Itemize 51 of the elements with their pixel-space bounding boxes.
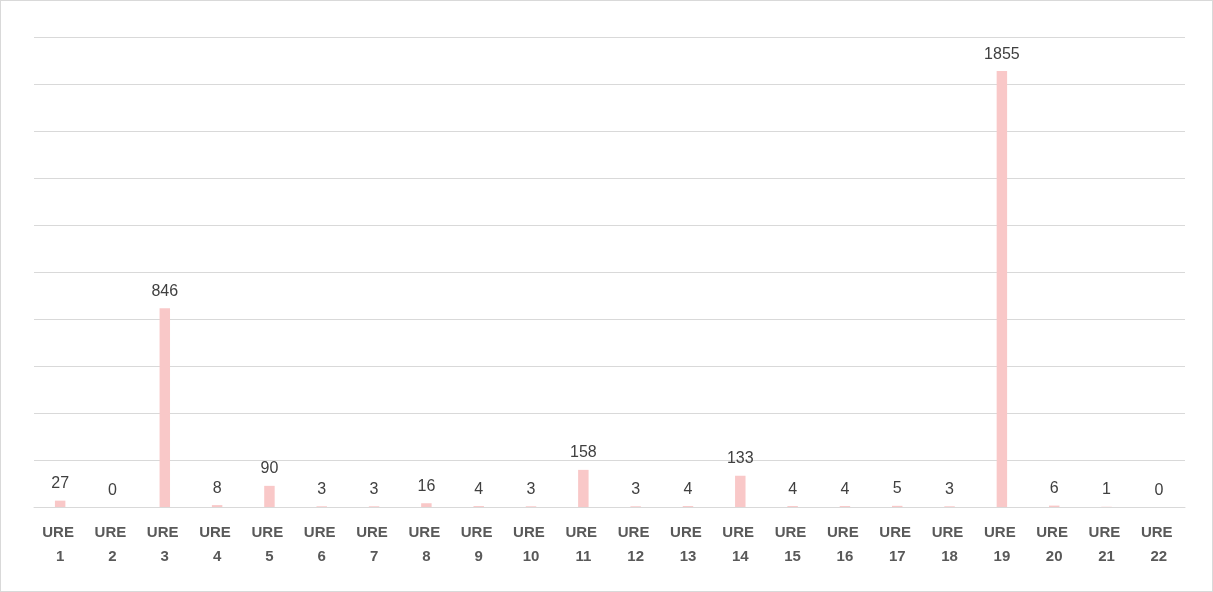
bar (996, 71, 1008, 507)
data-label: 0 (1154, 480, 1164, 498)
x-tick-label: URE 20 (1036, 522, 1073, 564)
x-tick-label: URE 2 (94, 522, 131, 564)
x-tick-label: URE 15 (774, 522, 811, 564)
x-tick-label: URE 12 (617, 522, 654, 564)
data-label: 4 (840, 479, 850, 497)
data-label: 16 (417, 476, 436, 494)
data-label: 846 (151, 281, 179, 299)
data-label: 0 (108, 480, 118, 498)
data-label: 1855 (984, 44, 1020, 62)
x-tick-label: URE 10 (513, 522, 549, 564)
data-label: 3 (631, 479, 641, 497)
x-tick-label: URE 14 (722, 522, 759, 564)
data-label: 3 (317, 479, 327, 497)
x-tick-label: URE 19 (983, 522, 1020, 564)
data-label: 4 (474, 479, 484, 497)
data-label: 5 (892, 479, 902, 497)
data-label: 1 (1102, 480, 1112, 498)
data-label: 133 (726, 449, 754, 467)
data-label: 6 (1049, 479, 1059, 497)
x-tick-label: URE 17 (879, 522, 916, 564)
x-tick-label: URE 18 (931, 522, 968, 564)
bar (421, 503, 432, 507)
bar (264, 485, 275, 507)
x-tick-label: URE 22 (1140, 522, 1177, 564)
data-label: 3 (945, 479, 955, 497)
x-tick-label: URE 21 (1088, 522, 1125, 564)
x-tick-label: URE 6 (303, 522, 340, 564)
x-tick-label: URE 3 (146, 522, 183, 564)
data-label: 8 (212, 478, 222, 496)
x-tick-label: URE 1 (42, 522, 79, 564)
data-label: 158 (569, 443, 597, 461)
bar (54, 500, 66, 507)
bar (578, 469, 589, 507)
bar (159, 308, 171, 507)
data-label: 4 (683, 479, 693, 497)
x-tick-label: URE 13 (670, 522, 706, 564)
data-label: 4 (788, 479, 798, 497)
x-tick-label: URE 11 (565, 522, 602, 564)
x-tick-label: URE 5 (251, 522, 288, 564)
x-tick-label: URE 4 (199, 522, 236, 564)
x-tick-label: URE 8 (408, 522, 445, 564)
x-tick-label: URE 7 (356, 522, 392, 564)
data-label: 3 (369, 479, 379, 497)
data-label: 27 (51, 474, 70, 492)
data-label: 3 (526, 479, 536, 497)
x-tick-label: URE 9 (460, 522, 497, 564)
x-tick-label: URE 16 (827, 522, 863, 564)
data-label: 90 (260, 459, 279, 477)
bar (735, 475, 746, 507)
